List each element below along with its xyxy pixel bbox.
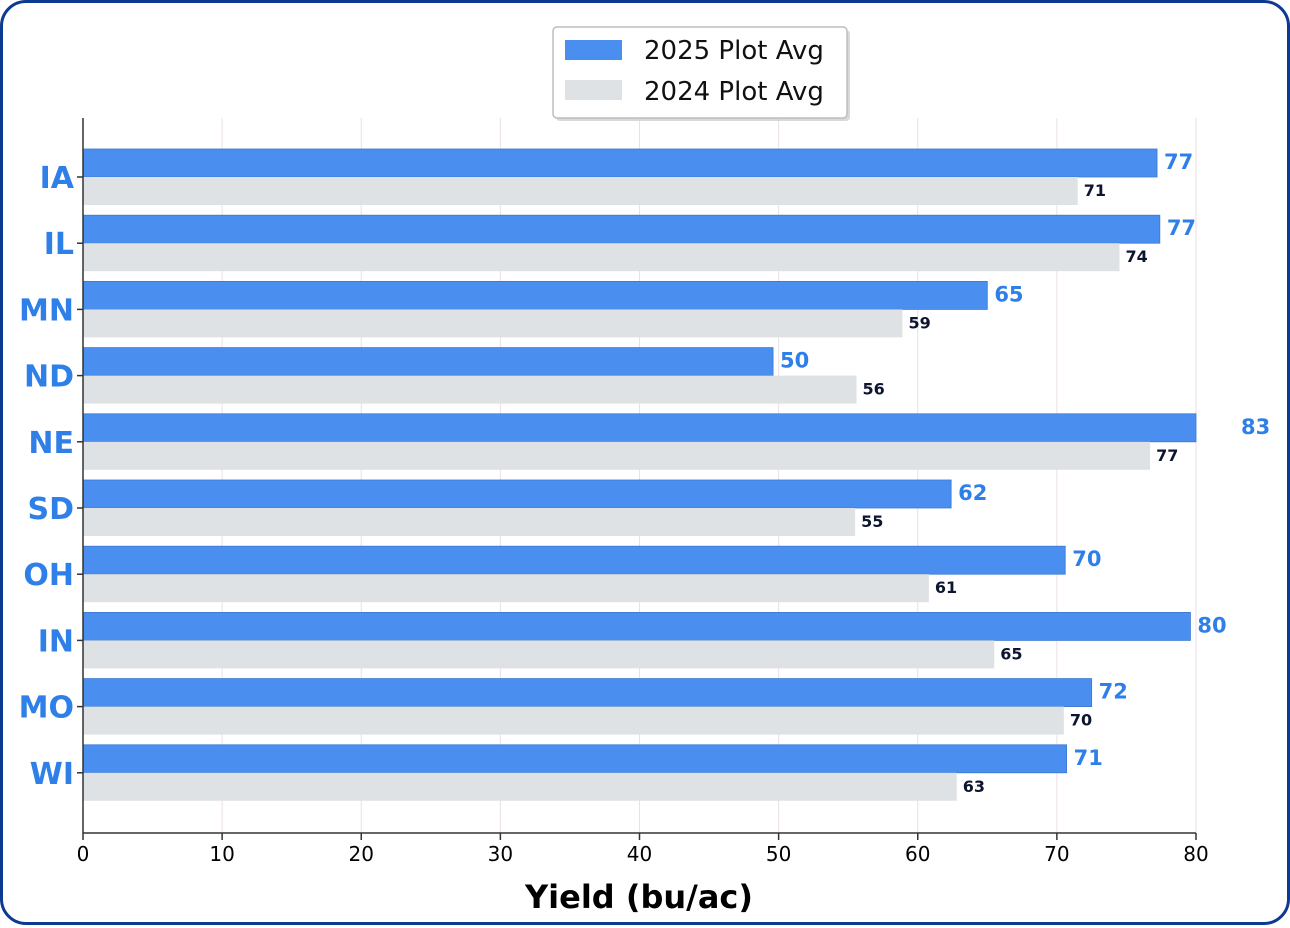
legend-swatch-2025: [565, 40, 622, 60]
bar-2024: [83, 772, 957, 801]
value-label-2024: 74: [1125, 247, 1147, 266]
legend-label-2024: 2024 Plot Avg: [644, 77, 824, 107]
legend-label-2025: 2025 Plot Avg: [644, 36, 824, 66]
bar-2025: [82, 479, 952, 509]
value-label-2025: 62: [958, 481, 987, 505]
category-label: SD: [27, 492, 74, 527]
legend-frame: [552, 26, 848, 119]
bar-2024: [83, 640, 995, 669]
value-label-2025: 70: [1072, 547, 1101, 571]
x-tick-label: 0: [77, 842, 90, 866]
value-label-2024: 61: [935, 578, 957, 597]
bar-2024: [83, 441, 1151, 470]
bar-2025: [82, 347, 774, 377]
category-label: OH: [23, 558, 74, 593]
value-label-2024: 55: [861, 512, 883, 531]
value-label-2024: 70: [1070, 711, 1092, 730]
bar-2024: [83, 508, 856, 536]
bar-2024: [83, 706, 1064, 735]
value-label-2025: 77: [1164, 150, 1193, 174]
category-label: IN: [38, 624, 74, 659]
bar-2025: [82, 744, 1068, 774]
x-tick-label: 70: [1044, 842, 1069, 866]
x-axis-title: Yield (bu/ac): [524, 878, 753, 916]
value-label-2024: 56: [863, 380, 885, 399]
value-label-2025: 80: [1197, 613, 1226, 637]
value-label-2025: 72: [1099, 680, 1128, 704]
bar-2025: [82, 214, 1161, 244]
value-label-2024: 77: [1156, 446, 1178, 465]
bars: [82, 148, 1197, 801]
category-label: NE: [28, 426, 74, 461]
value-label-2025: 77: [1167, 216, 1196, 240]
bar-2025: [82, 413, 1197, 443]
value-labels: 77 71 77 74 65 59 50 56 83 77 62 55 70 61 80 65 72 70 71 63: [780, 150, 1270, 796]
bar-2024: [83, 243, 1120, 272]
bar-2025: [82, 280, 988, 310]
value-label-2024: 59: [908, 313, 930, 332]
x-tick-label: 40: [627, 842, 652, 866]
category-label: MN: [19, 293, 74, 328]
value-label-2024: 71: [1084, 181, 1106, 200]
category-label: ND: [24, 360, 74, 395]
value-label-2024: 63: [963, 777, 985, 796]
x-tick-label: 60: [905, 842, 930, 866]
bar-2024: [83, 177, 1078, 205]
bar-2024: [83, 309, 903, 338]
x-tick-label: 10: [209, 842, 234, 866]
category-labels: IA IL MN ND NE SD OH IN MO WI: [19, 161, 83, 792]
bar-2025: [82, 545, 1066, 575]
value-label-2025: 50: [780, 349, 809, 373]
value-label-2025: 65: [994, 282, 1023, 306]
x-tick-label: 80: [1183, 842, 1208, 866]
category-label: WI: [30, 757, 74, 792]
category-label: IL: [44, 227, 74, 262]
value-label-2025: 71: [1074, 746, 1103, 770]
category-label: MO: [19, 691, 74, 726]
value-label-2025: 83: [1241, 415, 1270, 439]
x-tick-label: 20: [349, 842, 374, 866]
value-label-2024: 65: [1000, 644, 1022, 663]
bar-2025: [82, 678, 1093, 707]
x-tick-label: 30: [488, 842, 513, 866]
category-label: IA: [40, 161, 75, 196]
bar-2024: [83, 375, 857, 404]
bar-chart: 77 71 77 74 65 59 50 56 83 77 62 55 70 61 80 65 72 70 71 63…: [19, 26, 1270, 916]
x-tick-label: 50: [766, 842, 791, 866]
legend-swatch-2024: [565, 80, 622, 100]
x-ticks: 0 10 20 30 40 50 60 70 80: [77, 833, 1209, 866]
bar-2024: [83, 574, 929, 603]
bar-2025: [82, 612, 1191, 641]
legend: 2025 Plot Avg 2024 Plot Avg: [552, 26, 850, 121]
bar-2025: [82, 148, 1158, 178]
